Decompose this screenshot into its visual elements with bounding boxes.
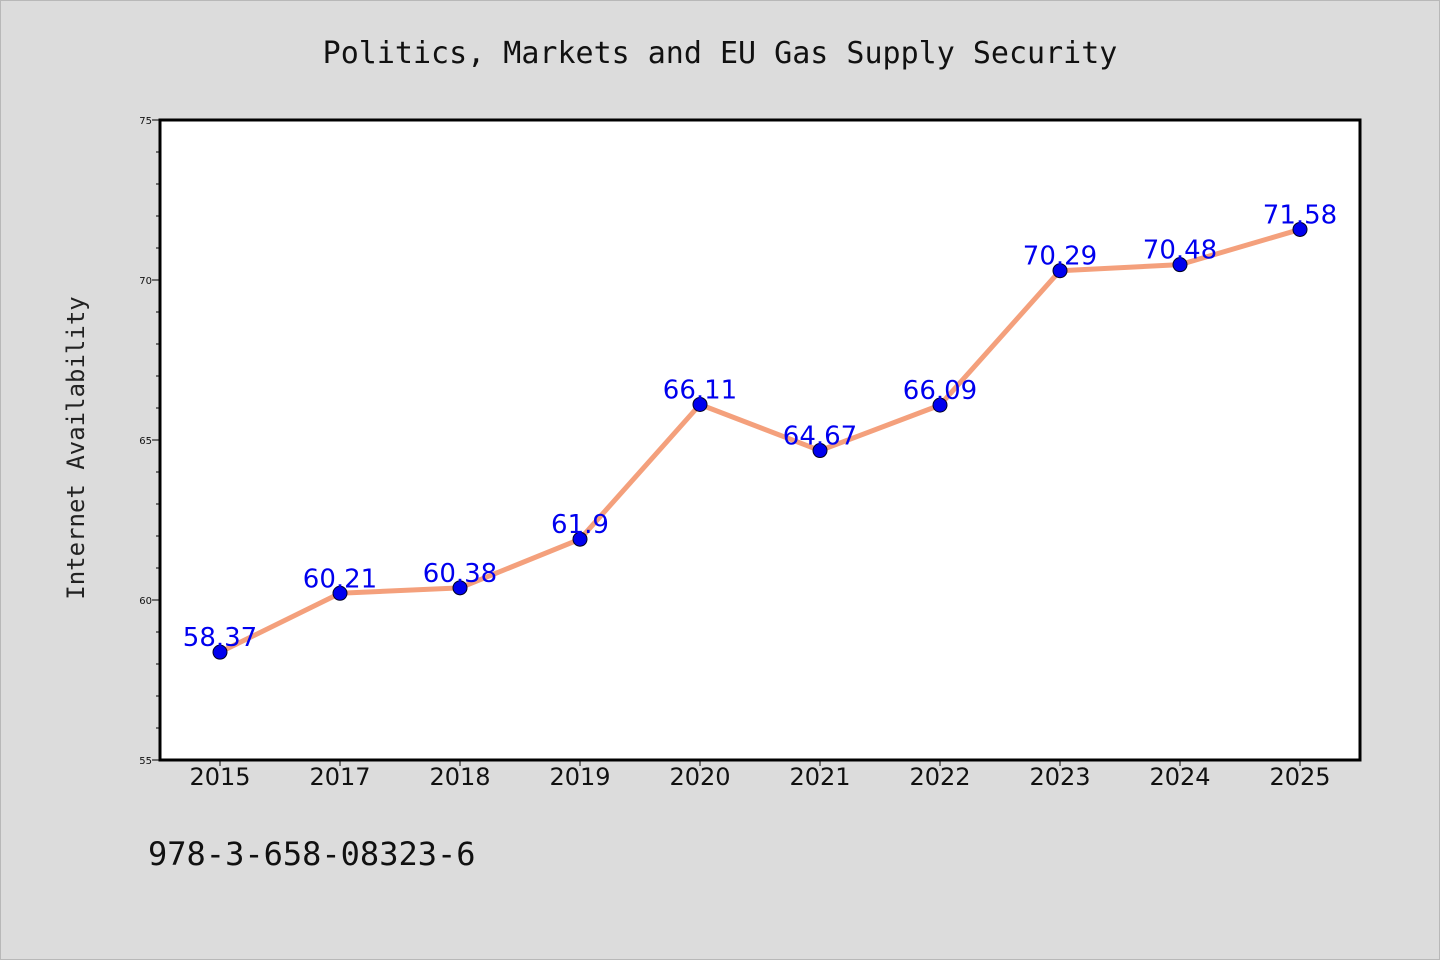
series-line xyxy=(217,226,1303,655)
y-tick-label: 75 xyxy=(139,116,152,127)
x-ticks: 2015 2017 2018 2019 2020 2021 2022 2023 2024 2025 xyxy=(189,760,1331,791)
x-tick-label: 2024 xyxy=(1149,763,1210,791)
x-tick-label: 2021 xyxy=(789,763,850,791)
data-label: 66.09 xyxy=(903,376,977,406)
data-point xyxy=(452,580,468,596)
data-label: 70.29 xyxy=(1023,242,1097,272)
x-tick-label: 2017 xyxy=(309,763,370,791)
data-point xyxy=(212,644,228,660)
data-point xyxy=(332,585,348,601)
data-labels: 58.37 60.21 60.38 61.9 66.11 64.67 66.09 70.29 7… xyxy=(183,200,1337,653)
y-axis-label: Internet Availability xyxy=(62,296,90,599)
data-label: 64.67 xyxy=(783,422,857,452)
data-point xyxy=(1292,221,1308,237)
data-label: 71.58 xyxy=(1263,200,1337,230)
data-point xyxy=(572,531,588,547)
x-tick-label: 2018 xyxy=(429,763,490,791)
data-point xyxy=(812,443,828,459)
y-tick-label: 65 xyxy=(139,436,152,447)
plot-area xyxy=(160,120,1360,760)
data-label: 58.37 xyxy=(183,623,257,653)
isbn-text: 978-3-658-08323-6 xyxy=(148,835,476,873)
x-tick-label: 2019 xyxy=(549,763,610,791)
y-major-ticks: 55 60 65 70 75 xyxy=(139,116,160,767)
data-label: 61.9 xyxy=(551,510,609,540)
y-tick-label: 55 xyxy=(139,756,152,767)
x-tick-label: 2020 xyxy=(669,763,730,791)
x-tick-label: 2022 xyxy=(909,763,970,791)
data-point xyxy=(1052,263,1068,279)
x-tick-label: 2025 xyxy=(1269,763,1330,791)
x-tick-label: 2015 xyxy=(189,763,250,791)
x-tick-label: 2023 xyxy=(1029,763,1090,791)
data-label: 60.38 xyxy=(423,559,497,589)
chart-title: Politics, Markets and EU Gas Supply Secu… xyxy=(323,36,1118,71)
data-label: 70.48 xyxy=(1143,236,1217,266)
data-label: 60.21 xyxy=(303,564,377,594)
data-point xyxy=(932,397,948,413)
data-point xyxy=(692,396,708,412)
y-tick-label: 60 xyxy=(139,596,152,607)
y-tick-label: 70 xyxy=(139,276,152,287)
plot-border xyxy=(158,118,1362,762)
series-markers xyxy=(212,221,1308,660)
data-label: 66.11 xyxy=(663,375,737,405)
data-point xyxy=(1172,257,1188,273)
